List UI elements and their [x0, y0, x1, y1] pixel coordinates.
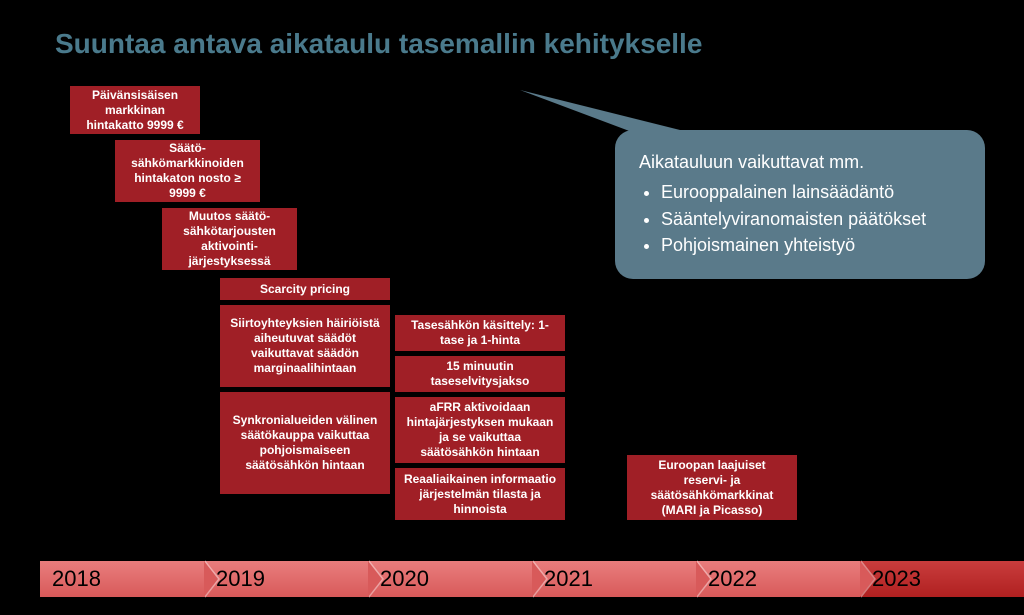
- axis-year: 2022: [696, 561, 860, 597]
- callout-bullet: Sääntelyviranomaisten päätökset: [661, 207, 961, 231]
- callout-bullet: Pohjoismainen yhteistyö: [661, 233, 961, 257]
- axis-year: 2020: [368, 561, 532, 597]
- callout-bubble: Aikatauluun vaikuttavat mm. Eurooppalain…: [615, 130, 985, 279]
- axis-year: 2018: [40, 561, 204, 597]
- slide-root: Suuntaa antava aikataulu tasemallin kehi…: [0, 0, 1024, 615]
- timeline-box: Scarcity pricing: [220, 278, 390, 300]
- timeline-box: Euroopan laajuiset reservi- ja säätösähk…: [627, 455, 797, 520]
- axis-year: 2019: [204, 561, 368, 597]
- timeline-box: Synkronialueiden välinen säätökauppa vai…: [220, 392, 390, 494]
- timeline-box: Säätö-sähkömarkkinoiden hintakaton nosto…: [115, 140, 260, 202]
- timeline-box: Siirtoyhteyksien häiriöistä aiheutuvat s…: [220, 305, 390, 387]
- callout-lead: Aikatauluun vaikuttavat mm.: [639, 150, 961, 174]
- timeline-box: Muutos säätö-sähkötarjousten aktivointi-…: [162, 208, 297, 270]
- timeline-axis: 201820192020202120222023: [40, 561, 1024, 597]
- callout-bullets: Eurooppalainen lainsäädäntö Sääntelyviran…: [639, 180, 961, 257]
- timeline-box: Reaaliaikainen informaatio järjestelmän …: [395, 468, 565, 520]
- timeline-box: Päivänsisäisen markkinan hintakatto 9999…: [70, 86, 200, 134]
- page-title: Suuntaa antava aikataulu tasemallin kehi…: [55, 28, 702, 60]
- axis-year: 2021: [532, 561, 696, 597]
- callout-bullet: Eurooppalainen lainsäädäntö: [661, 180, 961, 204]
- timeline-box: Tasesähkön käsittely: 1-tase ja 1-hinta: [395, 315, 565, 351]
- timeline-box: aFRR aktivoidaan hintajärjestyksen mukaa…: [395, 397, 565, 463]
- axis-year: 2023: [860, 561, 1024, 597]
- timeline-box: 15 minuutin taseselvitysjakso: [395, 356, 565, 392]
